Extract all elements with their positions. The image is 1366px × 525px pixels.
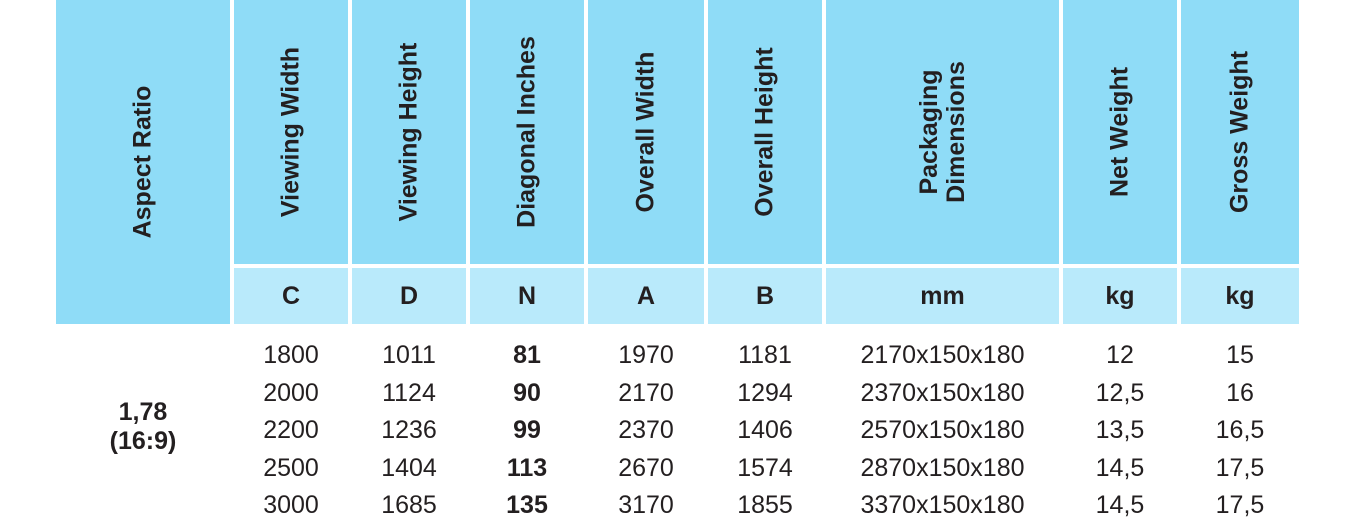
table-cell: 1011 — [382, 341, 436, 369]
table-cell: 81 — [513, 341, 541, 369]
table-cell: 2870x150x180 — [860, 453, 1025, 482]
table-cell: 2000 — [263, 378, 319, 407]
table-cell: 1404 — [381, 453, 437, 482]
table-cell: 2570x150x180 — [860, 416, 1025, 444]
viewing-width-column: 1800 2000 2200 2500 3000 — [234, 337, 348, 525]
table-cell: 17,5 — [1215, 453, 1265, 482]
viewing-width-label: Viewing Width — [276, 46, 305, 218]
diagonal-inches-header: Diagonal Inches — [470, 0, 584, 264]
viewing-height-header: Viewing Height — [352, 0, 466, 264]
gross-weight-header: Gross Weight — [1181, 0, 1299, 264]
overall-width-unit: A — [588, 268, 704, 324]
table-cell: 3000 — [263, 491, 319, 519]
table-cell: 14,5 — [1095, 491, 1145, 519]
viewing-width-header: Viewing Width — [234, 0, 348, 264]
table-cell: 1685 — [381, 491, 437, 519]
table-cell: 99 — [513, 416, 541, 444]
net-weight-label: Net Weight — [1105, 66, 1134, 198]
diagonal-inches-unit: N — [470, 268, 584, 324]
aspect-ratio-number: 1,78 — [118, 398, 168, 426]
packaging-dimensions-unit: mm — [826, 268, 1059, 324]
aspect-ratio-format: (16:9) — [109, 427, 177, 455]
table-cell: 2500 — [263, 453, 319, 482]
table-cell: 17,5 — [1215, 491, 1265, 519]
packaging-dimensions-label: Packaging Dimensions — [914, 61, 970, 203]
table-cell: 3370x150x180 — [860, 491, 1025, 519]
table-cell: 1294 — [737, 378, 793, 407]
overall-width-label: Overall Width — [631, 51, 660, 213]
table-cell: 1970 — [618, 341, 674, 369]
table-cell: 2170 — [618, 378, 674, 407]
overall-height-label: Overall Height — [750, 47, 779, 217]
table-cell: 1800 — [263, 341, 319, 369]
viewing-height-label: Viewing Height — [394, 42, 423, 222]
net-weight-header: Net Weight — [1063, 0, 1177, 264]
table-cell: 1406 — [737, 416, 793, 444]
table-cell: 2670 — [618, 453, 674, 482]
diagonal-inches-column: 81 90 99 113 135 — [470, 337, 584, 525]
gross-weight-column: 15 16 16,5 17,5 17,5 — [1181, 337, 1299, 525]
table-cell: 15 — [1226, 341, 1254, 369]
table-cell: 3170 — [618, 491, 674, 519]
viewing-width-unit: C — [234, 268, 348, 324]
table-cell: 135 — [506, 491, 548, 519]
diagonal-inches-label: Diagonal Inches — [512, 36, 541, 228]
table-cell: 1855 — [737, 491, 793, 519]
viewing-height-column: 1011 1124 1236 1404 1685 — [352, 337, 466, 525]
table-cell: 1236 — [381, 416, 437, 444]
aspect-ratio-header-label: Aspect Ratio — [128, 85, 157, 239]
table-cell: 16 — [1226, 378, 1254, 407]
gross-weight-unit: kg — [1181, 268, 1299, 324]
table-cell: 113 — [506, 453, 548, 482]
overall-height-header: Overall Height — [708, 0, 822, 264]
overall-width-column: 1970 2170 2370 2670 3170 — [588, 337, 704, 525]
packaging-dimensions-column: 2170x150x180 2370x150x180 2570x150x180 2… — [826, 337, 1059, 525]
overall-height-column: 1181 1294 1406 1574 1855 — [708, 337, 822, 525]
table-cell: 1574 — [737, 453, 793, 482]
overall-width-header: Overall Width — [588, 0, 704, 264]
table-cell: 13,5 — [1095, 416, 1145, 444]
table-cell: 2170x150x180 — [860, 341, 1025, 369]
packaging-dimensions-header: Packaging Dimensions — [826, 0, 1059, 264]
table-cell: 90 — [513, 378, 541, 407]
table-cell: 1181 — [738, 341, 792, 369]
table-cell: 12,5 — [1095, 378, 1145, 407]
overall-height-unit: B — [708, 268, 822, 324]
table-cell: 1124 — [382, 378, 436, 407]
viewing-height-unit: D — [352, 268, 466, 324]
table-cell: 12 — [1106, 341, 1134, 369]
table-cell: 2200 — [263, 416, 319, 444]
table-cell: 2370 — [618, 416, 674, 444]
table-cell: 16,5 — [1215, 416, 1265, 444]
gross-weight-label: Gross Weight — [1225, 50, 1254, 214]
table-cell: 2370x150x180 — [860, 378, 1025, 407]
table-cell: 14,5 — [1095, 453, 1145, 482]
net-weight-column: 12 12,5 13,5 14,5 14,5 — [1063, 337, 1177, 525]
aspect-ratio-value: 1,78 (16:9) — [56, 398, 230, 456]
net-weight-unit: kg — [1063, 268, 1177, 324]
aspect-ratio-header: Aspect Ratio — [56, 0, 230, 324]
